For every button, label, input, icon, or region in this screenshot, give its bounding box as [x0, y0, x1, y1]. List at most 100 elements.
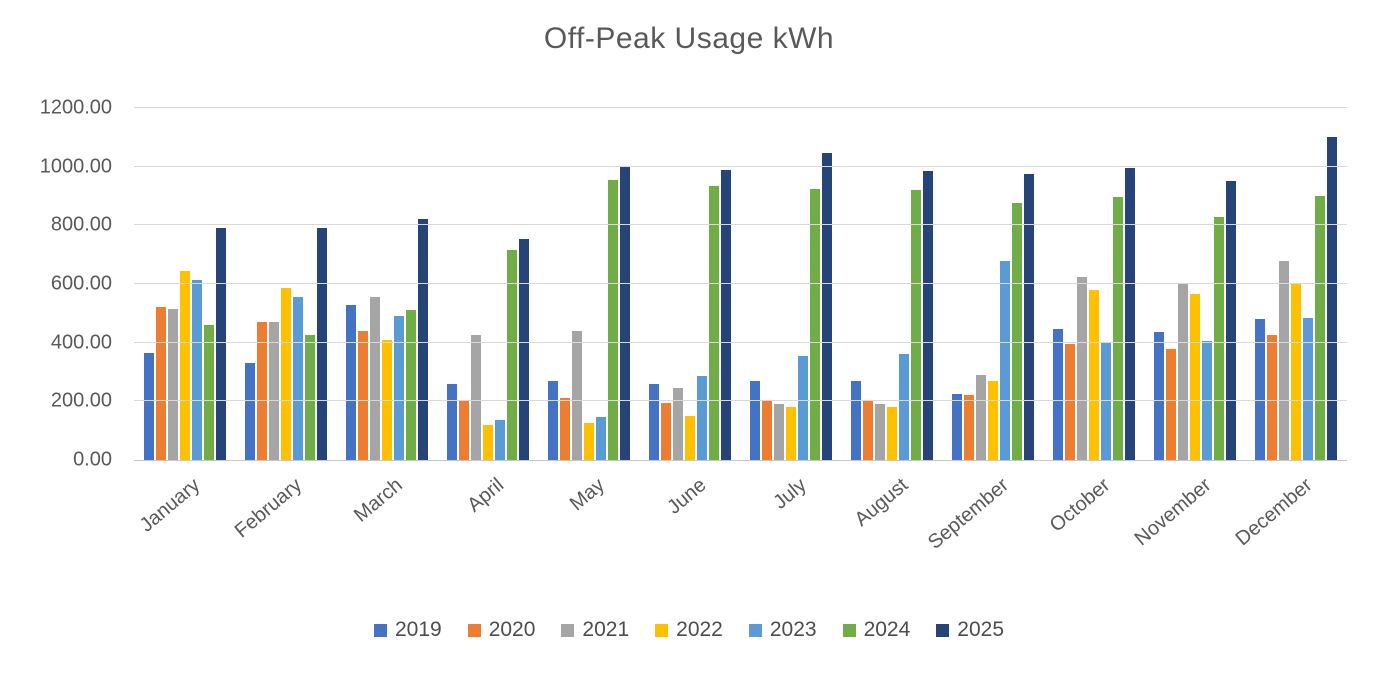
- bar[interactable]: [482, 424, 493, 460]
- bar[interactable]: [660, 402, 671, 460]
- bar[interactable]: [1089, 289, 1100, 460]
- bar[interactable]: [798, 355, 808, 460]
- bar-group: [235, 108, 336, 460]
- bar[interactable]: [191, 279, 202, 460]
- bar[interactable]: [506, 250, 517, 460]
- bar[interactable]: [280, 288, 291, 460]
- bar[interactable]: [1303, 317, 1314, 460]
- bar[interactable]: [619, 166, 630, 460]
- bar[interactable]: [1255, 319, 1266, 460]
- legend-item[interactable]: 2025: [936, 618, 1004, 642]
- bar-group: [943, 108, 1044, 460]
- bar[interactable]: [369, 297, 380, 460]
- x-tick-label: February: [230, 474, 306, 543]
- legend-label: 2022: [676, 618, 723, 641]
- bar[interactable]: [583, 423, 594, 460]
- bar[interactable]: [672, 388, 683, 460]
- bar[interactable]: [762, 399, 772, 460]
- bar[interactable]: [1315, 196, 1326, 460]
- bar[interactable]: [1279, 260, 1290, 460]
- bar[interactable]: [810, 188, 820, 460]
- bar[interactable]: [1190, 294, 1201, 460]
- bar[interactable]: [988, 380, 999, 460]
- bar[interactable]: [1012, 203, 1023, 460]
- bar[interactable]: [648, 383, 659, 460]
- bar[interactable]: [786, 407, 796, 460]
- bar[interactable]: [607, 179, 618, 460]
- bar[interactable]: [863, 399, 874, 460]
- bar[interactable]: [1065, 344, 1076, 460]
- bar[interactable]: [268, 322, 279, 460]
- bar-group: [437, 108, 538, 460]
- legend-item[interactable]: 2024: [842, 618, 910, 642]
- bar[interactable]: [179, 270, 190, 460]
- bar[interactable]: [696, 376, 707, 460]
- x-tick-label: July: [769, 474, 812, 514]
- bar[interactable]: [244, 363, 255, 460]
- bar[interactable]: [774, 404, 784, 460]
- bar[interactable]: [167, 308, 178, 460]
- bar[interactable]: [1178, 282, 1189, 460]
- bar[interactable]: [1154, 332, 1165, 460]
- bar[interactable]: [559, 398, 570, 460]
- bar[interactable]: [1226, 181, 1237, 460]
- bar[interactable]: [417, 219, 428, 460]
- bar[interactable]: [547, 380, 558, 460]
- bar[interactable]: [1053, 329, 1064, 460]
- gridline: [134, 341, 1347, 343]
- bar[interactable]: [292, 297, 303, 460]
- bar[interactable]: [1291, 284, 1302, 460]
- bar[interactable]: [887, 407, 898, 460]
- gridline: [134, 460, 1347, 461]
- bar[interactable]: [1077, 276, 1088, 460]
- bar[interactable]: [143, 352, 154, 460]
- bar[interactable]: [470, 335, 481, 460]
- bar[interactable]: [518, 238, 529, 460]
- legend-item[interactable]: 2022: [655, 618, 723, 642]
- y-tick-label: 1200.00: [39, 96, 112, 119]
- bar[interactable]: [923, 171, 934, 460]
- bar[interactable]: [1166, 348, 1177, 460]
- bar[interactable]: [1101, 342, 1112, 460]
- bar[interactable]: [215, 228, 226, 460]
- bar[interactable]: [571, 330, 582, 460]
- bar[interactable]: [155, 307, 166, 460]
- bar[interactable]: [304, 335, 315, 460]
- bar[interactable]: [458, 399, 469, 460]
- bar[interactable]: [357, 330, 368, 460]
- bar[interactable]: [899, 354, 910, 460]
- legend-item[interactable]: 2019: [373, 618, 442, 642]
- gridline: [134, 400, 1347, 402]
- bar[interactable]: [1214, 216, 1225, 460]
- bar[interactable]: [1327, 137, 1338, 460]
- bar[interactable]: [976, 374, 987, 460]
- bar[interactable]: [750, 380, 760, 460]
- bar[interactable]: [1267, 335, 1278, 460]
- bar[interactable]: [405, 310, 416, 460]
- legend-item[interactable]: 2023: [748, 618, 817, 642]
- legend-item[interactable]: 2020: [467, 618, 535, 642]
- bar[interactable]: [316, 228, 327, 460]
- bar[interactable]: [708, 185, 719, 460]
- bar[interactable]: [952, 394, 963, 460]
- bar[interactable]: [1125, 168, 1136, 460]
- bar[interactable]: [684, 416, 695, 460]
- bar[interactable]: [393, 316, 404, 460]
- bar[interactable]: [203, 325, 214, 460]
- bar[interactable]: [851, 380, 862, 460]
- bar[interactable]: [595, 417, 606, 460]
- bar[interactable]: [256, 322, 267, 460]
- bar[interactable]: [1000, 260, 1011, 460]
- bar[interactable]: [822, 153, 832, 460]
- bar[interactable]: [1024, 174, 1035, 460]
- bar[interactable]: [494, 420, 505, 460]
- bar[interactable]: [964, 395, 975, 460]
- bar[interactable]: [720, 169, 731, 460]
- bar[interactable]: [875, 404, 886, 460]
- bar[interactable]: [1113, 197, 1124, 460]
- legend-item[interactable]: 2021: [561, 618, 629, 642]
- bar[interactable]: [446, 383, 457, 460]
- bar[interactable]: [381, 339, 392, 460]
- bar[interactable]: [911, 190, 922, 460]
- bar[interactable]: [345, 304, 356, 460]
